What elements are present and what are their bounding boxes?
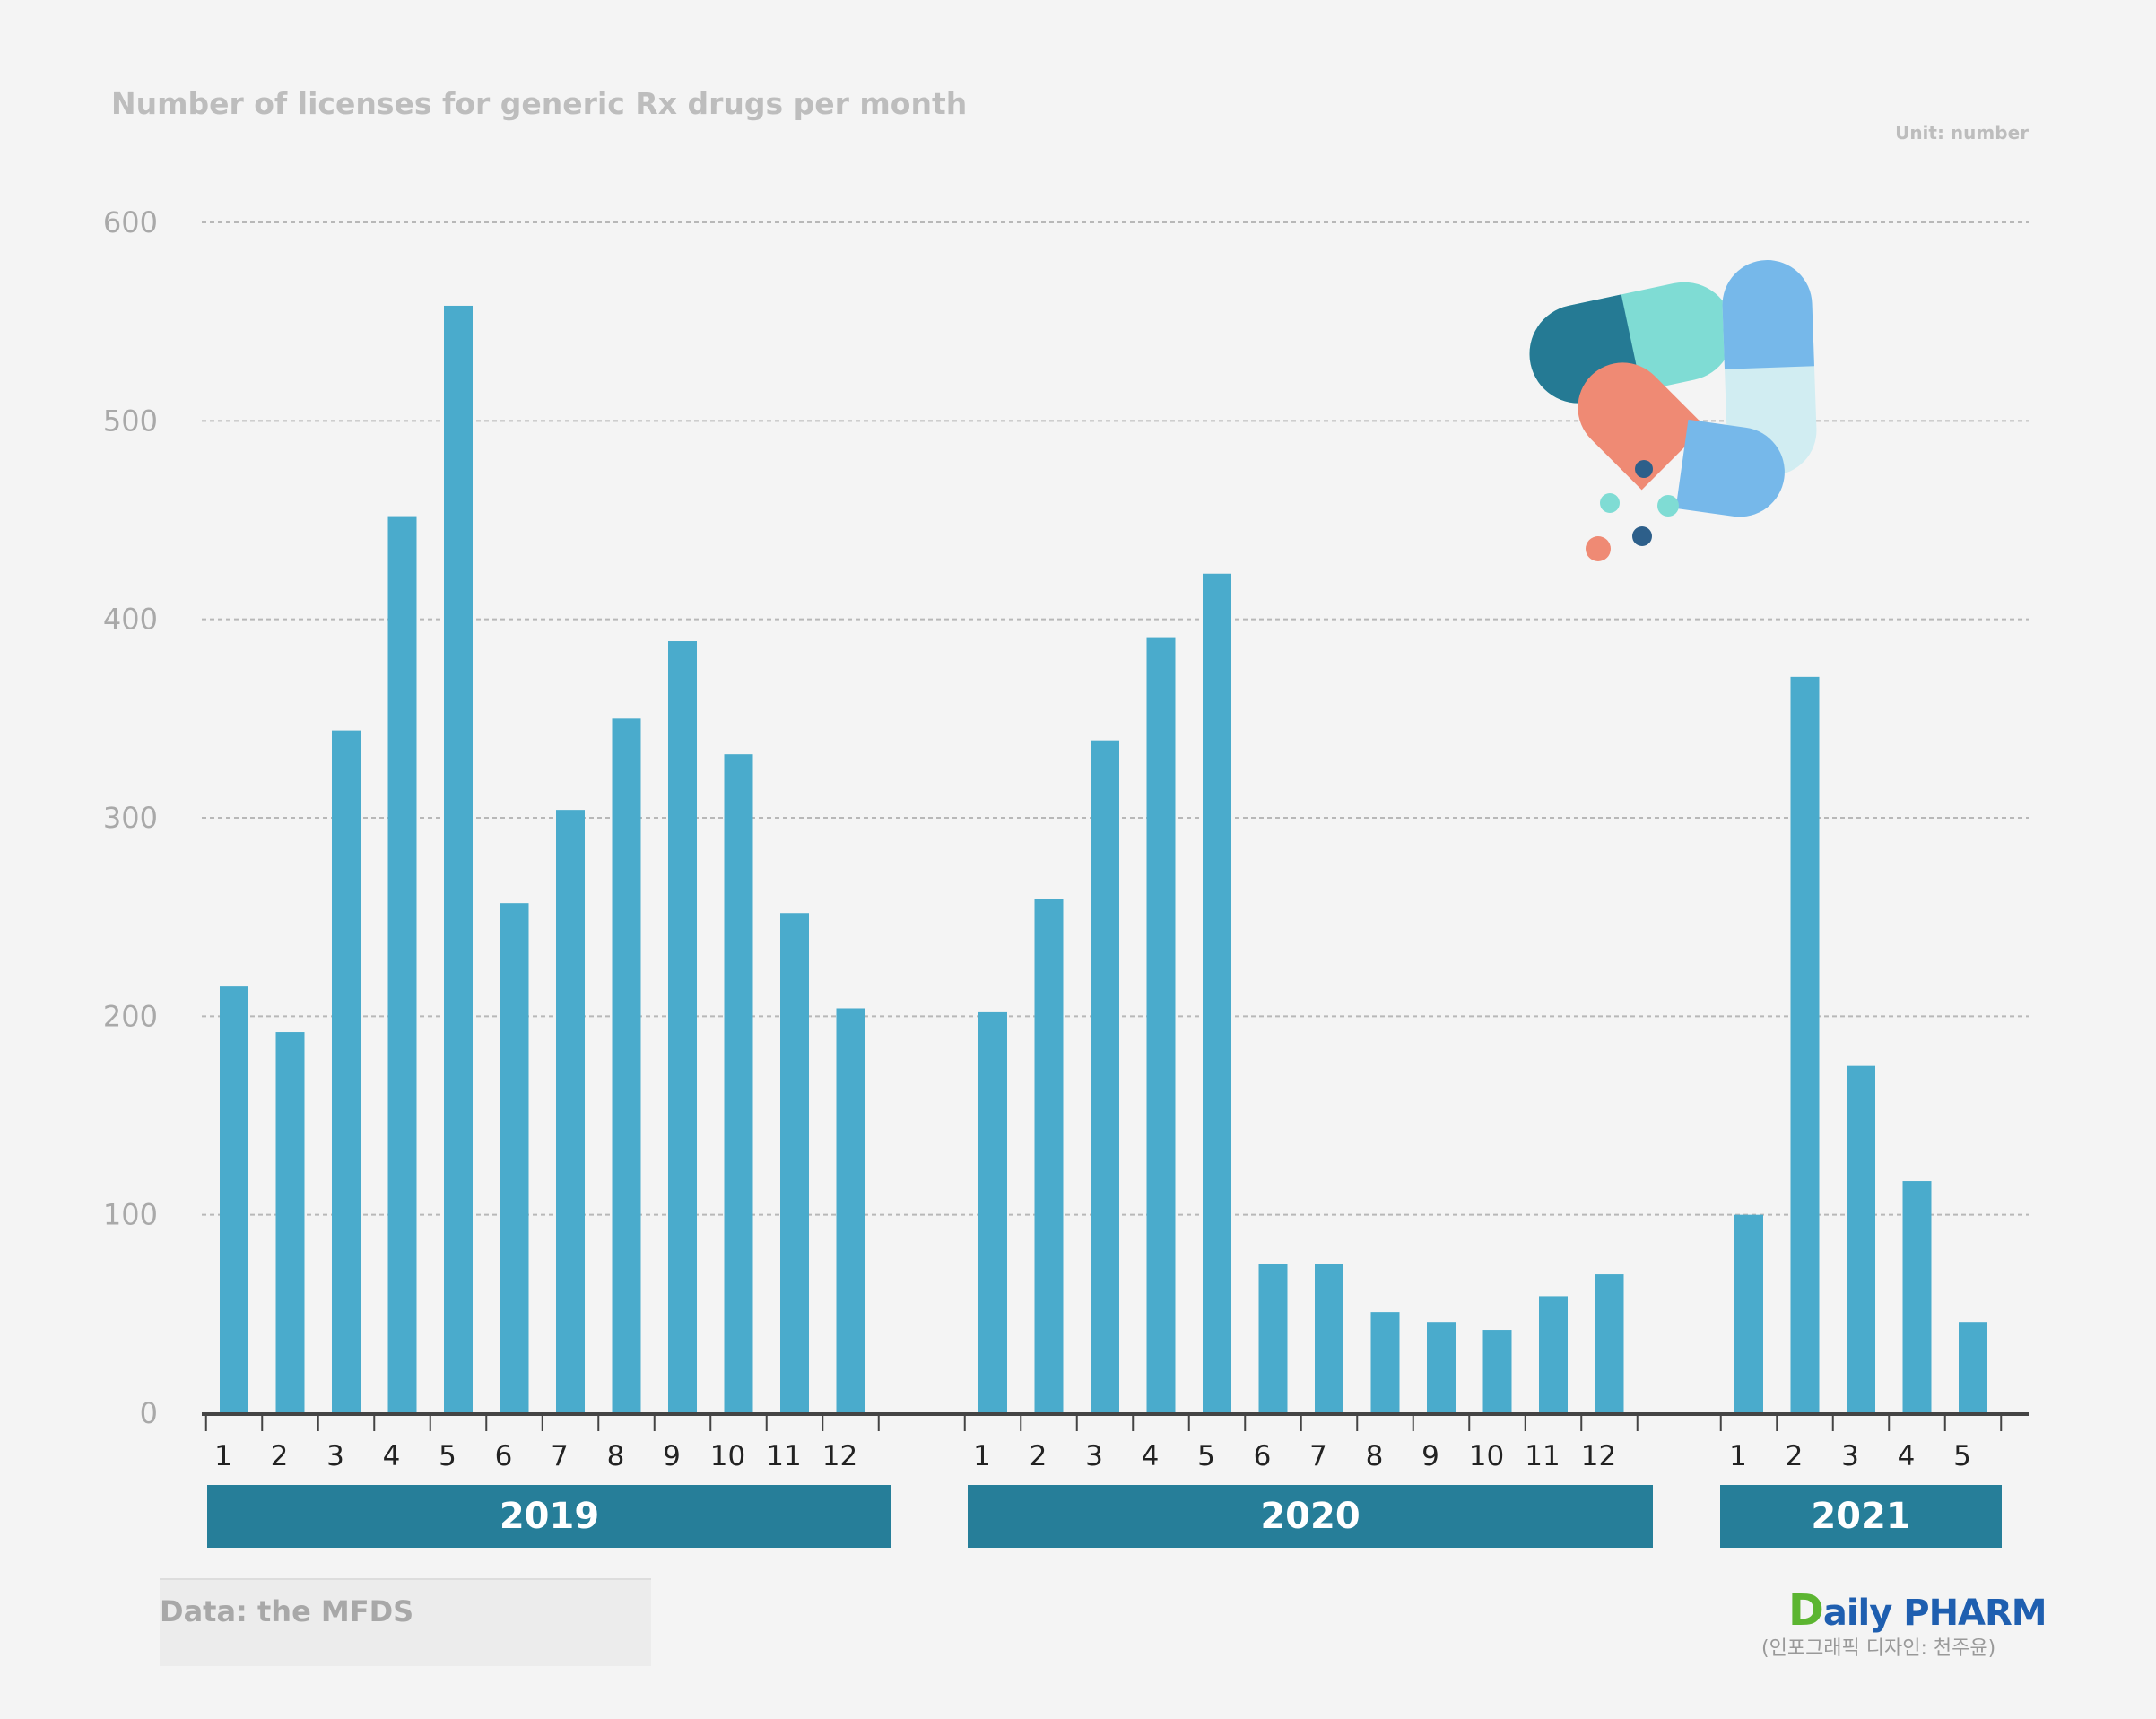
bar-2019-4 (387, 516, 417, 1413)
x-tick-label: 2 (271, 1440, 289, 1472)
x-tick-label: 4 (1142, 1440, 1160, 1472)
x-tick-label: 1 (1729, 1440, 1747, 1472)
x-tick-label: 11 (1525, 1440, 1560, 1472)
x-tick-label: 4 (383, 1440, 401, 1472)
x-tick-label: 12 (1581, 1440, 1616, 1472)
year-band-2021 (1720, 1485, 2002, 1548)
x-tick-label: 6 (495, 1440, 513, 1472)
x-tick-label: 8 (1366, 1440, 1384, 1472)
year-band-2019 (207, 1485, 891, 1548)
bar-2019-8 (612, 718, 641, 1413)
x-tick-label: 1 (973, 1440, 991, 1472)
pill-illustration (1529, 260, 1817, 561)
bar-2019-11 (780, 913, 809, 1413)
bar-2021-4 (1902, 1181, 1932, 1413)
y-tick-label: 0 (140, 1396, 158, 1430)
x-tick-label: 5 (439, 1440, 456, 1472)
bar-2020-2 (1034, 899, 1064, 1413)
y-tick-label: 300 (103, 801, 158, 835)
x-tick-label: 6 (1254, 1440, 1272, 1472)
x-tick-label: 10 (1469, 1440, 1504, 1472)
x-tick-label: 2 (1030, 1440, 1048, 1472)
bar-2019-12 (836, 1008, 865, 1413)
x-tick-label: 9 (663, 1440, 681, 1472)
bar-2020-9 (1427, 1322, 1456, 1413)
bar-2020-1 (978, 1011, 1007, 1413)
design-credit: (인포그래픽 디자인: 천주윤) (1761, 1637, 1996, 1660)
x-tick-label: 2 (1786, 1440, 1804, 1472)
bar-2019-7 (556, 810, 585, 1413)
x-tick-label: 10 (710, 1440, 745, 1472)
bar-2019-9 (668, 641, 697, 1413)
y-tick-label: 100 (103, 1198, 158, 1232)
x-tick-label: 5 (1197, 1440, 1215, 1472)
bar-2019-1 (220, 986, 248, 1413)
unit-label: Unit: number (1895, 122, 2029, 143)
bar-2020-3 (1091, 740, 1119, 1413)
x-tick-label: 3 (1085, 1440, 1103, 1472)
bar-2020-4 (1146, 637, 1176, 1413)
x-tick-label: 7 (1309, 1440, 1327, 1472)
x-tick-label: 8 (607, 1440, 625, 1472)
x-tick-label: 7 (551, 1440, 569, 1472)
x-tick-label: 5 (1953, 1440, 1971, 1472)
bar-2020-6 (1258, 1264, 1288, 1413)
year-label: 2021 (1811, 1496, 1910, 1537)
year-band-2020 (968, 1485, 1653, 1548)
x-tick-label: 11 (766, 1440, 801, 1472)
bar-2021-5 (1959, 1322, 1987, 1413)
bar-2019-3 (332, 730, 361, 1413)
bar-2020-12 (1595, 1274, 1624, 1413)
bar-2020-11 (1539, 1296, 1568, 1413)
bar-2019-6 (500, 903, 529, 1413)
bar-2019-5 (444, 305, 473, 1414)
y-tick-label: 400 (103, 603, 158, 637)
bar-2019-2 (275, 1032, 305, 1413)
chart-title: Number of licenses for generic Rx drugs … (111, 86, 968, 121)
x-tick-label: 4 (1898, 1440, 1916, 1472)
bar-2021-3 (1847, 1065, 1875, 1413)
x-tick-label: 12 (822, 1440, 857, 1472)
y-tick-label: 200 (103, 999, 158, 1033)
bar-2021-1 (1734, 1214, 1763, 1413)
bar-2020-8 (1370, 1312, 1400, 1413)
x-tick-label: 9 (1421, 1440, 1439, 1472)
y-tick-label: 600 (103, 205, 158, 239)
x-tick-label: 1 (214, 1440, 232, 1472)
bar-2021-2 (1790, 676, 1820, 1413)
data-source: Data: the MFDS (160, 1578, 651, 1666)
x-tick-label: 3 (326, 1440, 344, 1472)
source-text: Data: the MFDS (160, 1594, 414, 1628)
bar-2020-5 (1203, 573, 1231, 1413)
y-tick-label: 500 (103, 404, 158, 438)
year-label: 2019 (500, 1496, 599, 1537)
bar-2020-10 (1482, 1330, 1512, 1413)
bar-2019-10 (724, 754, 753, 1413)
dailypharm-logo: Daily PHARM (1788, 1585, 2047, 1636)
bar-2020-7 (1315, 1264, 1343, 1413)
x-tick-label: 3 (1841, 1440, 1859, 1472)
year-label: 2020 (1260, 1496, 1360, 1537)
